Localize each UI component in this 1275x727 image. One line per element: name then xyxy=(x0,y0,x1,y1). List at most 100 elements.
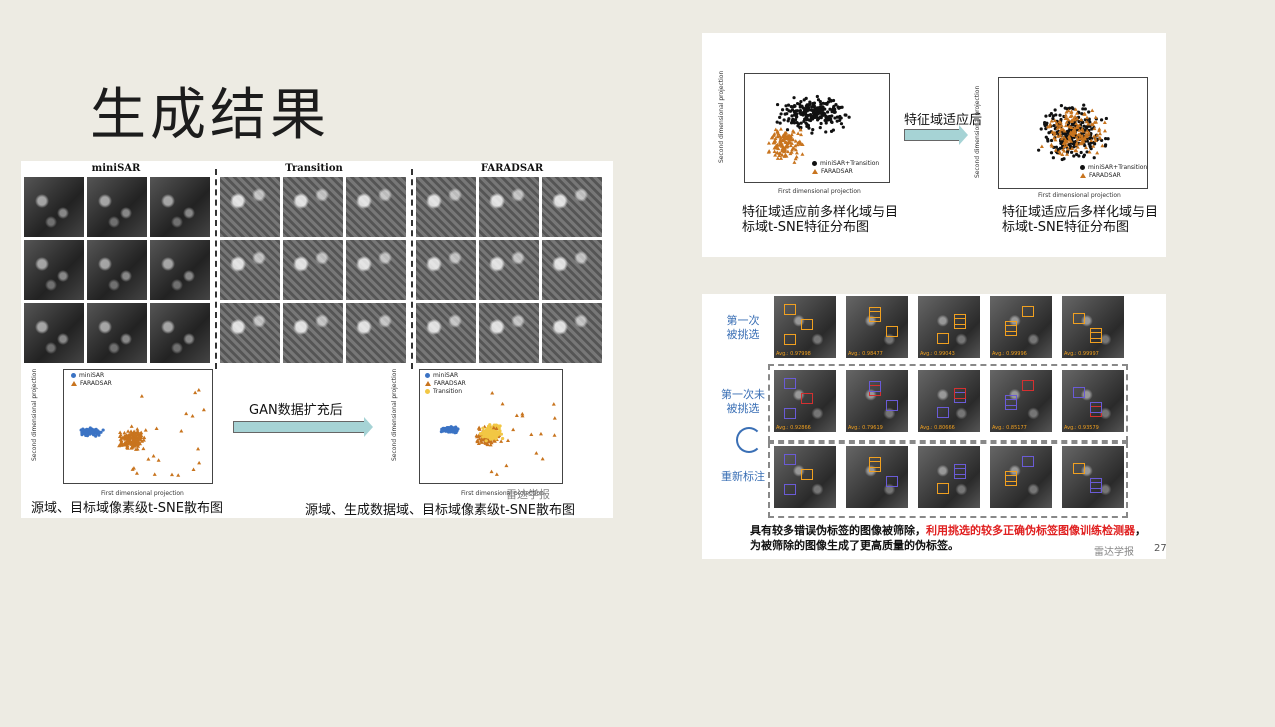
scatter-point xyxy=(1084,133,1089,137)
scatter-point xyxy=(793,139,798,143)
scatter-point xyxy=(1099,118,1104,122)
row-label-selected: 第一次 被挑选 xyxy=(716,314,770,342)
scatter-point xyxy=(1080,138,1085,142)
bounding-box xyxy=(1073,463,1085,474)
scatter-point xyxy=(1064,143,1069,147)
scatter-point xyxy=(1044,114,1048,118)
scatter-point xyxy=(1087,110,1091,114)
scatter-point xyxy=(821,113,826,117)
watermark: 雷达学报 xyxy=(1094,547,1134,558)
scatter-point xyxy=(1104,136,1108,141)
scatter-point xyxy=(479,432,483,436)
scatter-point xyxy=(838,118,842,123)
bounding-box xyxy=(1090,402,1102,413)
scatter-point xyxy=(135,438,140,442)
scatter-point xyxy=(490,391,495,395)
scatter-point xyxy=(1100,143,1105,148)
sar-image xyxy=(346,303,406,363)
scatter-point xyxy=(786,119,790,123)
scatter-point xyxy=(792,121,797,125)
tsne-plot-source-target xyxy=(63,369,213,484)
bounding-box xyxy=(784,334,796,345)
scatter-point xyxy=(135,429,140,433)
scatter-point xyxy=(487,439,492,444)
scatter-point xyxy=(1058,113,1062,117)
bounding-box xyxy=(784,408,796,419)
scatter-point xyxy=(780,144,785,148)
scatter-point xyxy=(810,114,814,118)
scatter-point xyxy=(1075,145,1080,149)
sar-image xyxy=(346,177,406,237)
scatter-point xyxy=(137,433,142,438)
scatter-point xyxy=(829,99,833,103)
scatter-point xyxy=(1068,130,1073,134)
scatter-point xyxy=(775,120,779,124)
scatter-point xyxy=(799,132,804,137)
plot-xlabel: First dimensional projection xyxy=(461,490,544,497)
row-label-text: 第一次 被挑选 xyxy=(726,314,760,341)
scatter-point xyxy=(1091,122,1096,127)
scatter-point xyxy=(534,451,539,455)
scatter-point xyxy=(1081,107,1085,111)
scatter-point xyxy=(1079,150,1083,155)
scatter-point xyxy=(834,103,838,107)
scatter-point xyxy=(1077,132,1082,136)
scatter-point xyxy=(810,105,814,109)
sar-image xyxy=(416,240,476,300)
scatter-point xyxy=(784,104,788,108)
scatter-point xyxy=(830,114,834,118)
scatter-point xyxy=(123,440,128,445)
scatter-point xyxy=(795,109,800,113)
scatter-point xyxy=(773,153,778,157)
scatter-point xyxy=(140,439,145,443)
adaptation-arrow-label: 特征域适应后 xyxy=(904,113,983,128)
scatter-point xyxy=(823,102,827,106)
bounding-box xyxy=(1073,387,1085,398)
sar-image xyxy=(150,240,210,300)
scatter-point xyxy=(773,127,778,132)
bounding-box xyxy=(1090,478,1102,489)
detection-image: Avg.: 0.85177 xyxy=(990,370,1052,432)
scatter-point xyxy=(775,102,780,107)
minisar-transition-marker-icon xyxy=(1080,165,1085,170)
scatter-point xyxy=(1088,136,1092,141)
scatter-point xyxy=(481,426,485,430)
caption-line: 特征域适应前多样化域与目 xyxy=(742,205,899,220)
scatter-point xyxy=(1052,118,1057,122)
scatter-point xyxy=(1079,117,1084,122)
scatter-point xyxy=(552,433,557,437)
scatter-point xyxy=(805,122,809,126)
scatter-point xyxy=(143,428,148,432)
scatter-point xyxy=(475,434,480,439)
bounding-box xyxy=(784,454,796,465)
scatter-point xyxy=(538,431,543,436)
scatter-point xyxy=(118,437,123,441)
legend-minisar-transition: miniSAR+Transition xyxy=(820,160,880,167)
sar-image xyxy=(542,303,602,363)
scatter-point xyxy=(785,149,790,154)
scatter-point xyxy=(506,438,511,442)
scatter-point xyxy=(793,156,798,161)
scatter-point xyxy=(797,139,802,144)
scatter-point xyxy=(772,149,777,153)
scatter-point xyxy=(843,113,847,117)
sar-image xyxy=(542,177,602,237)
scatter-point xyxy=(1049,119,1054,123)
scatter-point xyxy=(793,118,798,122)
scatter-point xyxy=(123,443,128,447)
scatter-point xyxy=(1072,127,1077,131)
scatter-point xyxy=(1067,124,1072,128)
scatter-point xyxy=(1077,123,1082,128)
scatter-point xyxy=(785,112,789,116)
scatter-point xyxy=(1058,151,1063,155)
bounding-box xyxy=(937,407,949,418)
legend-faradsar: FARADSAR xyxy=(80,380,112,387)
scatter-point xyxy=(782,118,786,122)
scatter-point xyxy=(540,456,545,461)
scatter-point xyxy=(802,119,806,123)
scatter-point xyxy=(489,469,494,474)
scatter-point xyxy=(767,149,772,153)
bounding-box xyxy=(784,378,796,389)
scatter-point xyxy=(775,145,780,150)
scatter-point xyxy=(1080,127,1085,132)
